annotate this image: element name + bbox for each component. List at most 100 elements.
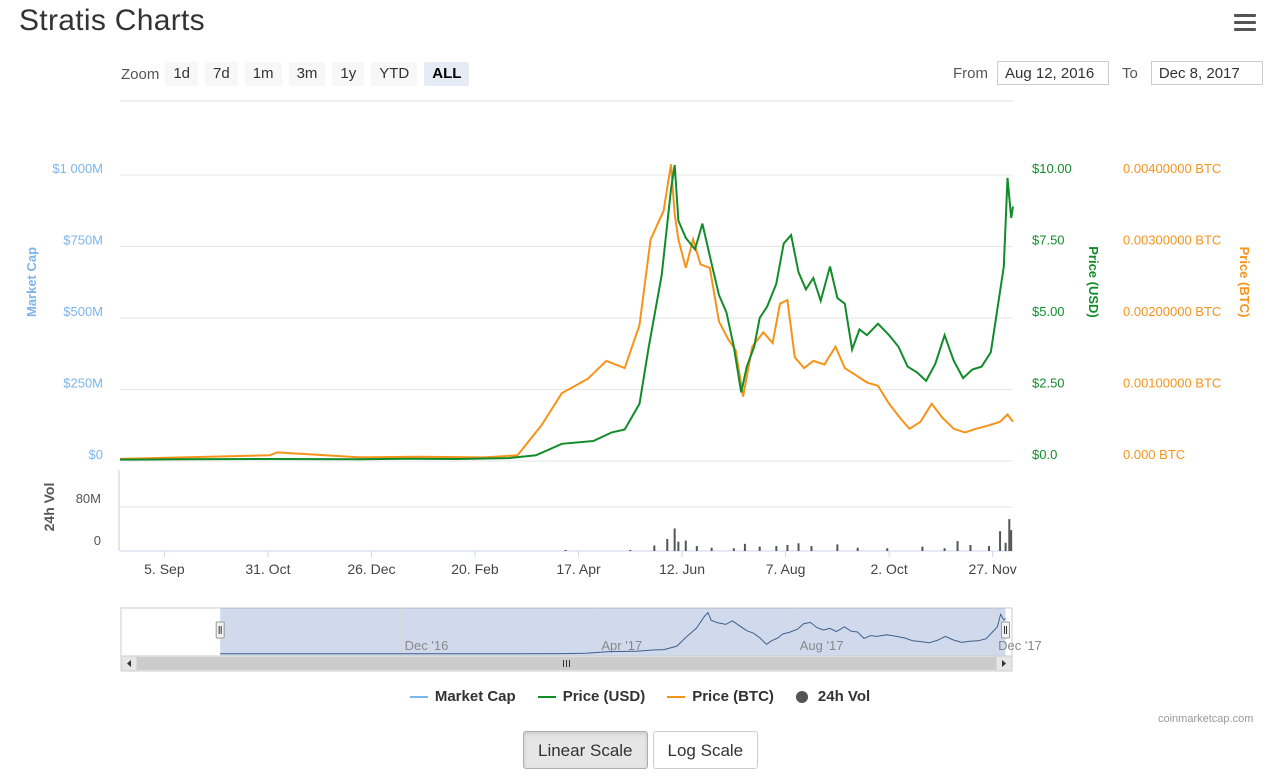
price_btc-tick-label: 0.00300000 BTC bbox=[1123, 233, 1221, 248]
volume-bar bbox=[695, 546, 698, 551]
x-axis-ticks: 5. Sep 31. Oct 26. Dec 20. Feb 17. Apr 12. Ju… bbox=[144, 551, 1017, 577]
volume-bar bbox=[629, 549, 632, 551]
credit-link[interactable]: coinmarketcap.com bbox=[1158, 713, 1254, 725]
legend-price-btc[interactable]: Price (BTC) bbox=[667, 688, 774, 705]
volume-bar bbox=[732, 548, 735, 551]
volume-bar bbox=[786, 544, 789, 551]
price_usd-tick-label: $5.00 bbox=[1032, 304, 1065, 319]
zoom-ytd-button[interactable]: YTD bbox=[371, 62, 418, 86]
x-tick-label: 12. Jun bbox=[659, 561, 705, 577]
navigator-label: Apr '17 bbox=[601, 638, 642, 653]
from-date-input[interactable]: Aug 12, 2016 bbox=[997, 61, 1109, 85]
volume-bar bbox=[1010, 530, 1013, 551]
hamburger-menu-icon[interactable] bbox=[1234, 14, 1256, 32]
volume-bar bbox=[956, 541, 959, 551]
volume-bar bbox=[1008, 519, 1011, 551]
navigator-selection bbox=[220, 608, 1006, 656]
volume-tick-label: 0 bbox=[94, 533, 101, 548]
volume-bar bbox=[666, 538, 669, 551]
legend: Market Cap Price (USD) Price (BTC) 24h V… bbox=[0, 688, 1280, 705]
scale-toggle: Linear Scale Log Scale bbox=[523, 731, 759, 769]
x-tick-label: 17. Apr bbox=[556, 561, 601, 577]
market-cap-series-line bbox=[120, 164, 1008, 460]
log-scale-button[interactable]: Log Scale bbox=[652, 731, 759, 769]
to-date-input[interactable]: Dec 8, 2017 bbox=[1150, 61, 1263, 85]
scroll-left-arrow-icon bbox=[127, 660, 131, 667]
price_usd-tick-label: $0.0 bbox=[1032, 447, 1057, 462]
market-cap-axis: $0 $250M $500M $750M $1 000M bbox=[52, 161, 103, 462]
zoom-1y-button[interactable]: 1y bbox=[332, 62, 365, 86]
volume-bar bbox=[810, 546, 813, 551]
price_btc-tick-label: 0.00400000 BTC bbox=[1123, 161, 1221, 176]
x-tick-label: 5. Sep bbox=[144, 561, 185, 577]
volume-bar bbox=[564, 549, 567, 551]
price-usd-axis: $0.0 $2.50 $5.00 $7.50 $10.00 bbox=[1032, 161, 1072, 462]
zoom-1d-button[interactable]: 1d bbox=[165, 62, 199, 86]
market_cap-tick-label: $750M bbox=[63, 233, 103, 248]
legend-market-cap[interactable]: Market Cap bbox=[409, 688, 516, 705]
market_cap-tick-label: $1 000M bbox=[52, 161, 103, 176]
volume-bar bbox=[710, 547, 713, 551]
volume-bar bbox=[775, 546, 778, 551]
zoom-1m-button[interactable]: 1m bbox=[244, 62, 282, 86]
navigator-left-handle bbox=[215, 621, 225, 639]
x-tick-label: 20. Feb bbox=[451, 561, 499, 577]
navigator-right-handle bbox=[1000, 621, 1010, 639]
price-usd-axis-title: Price (USD) bbox=[1086, 246, 1101, 318]
navigator-label: Aug '17 bbox=[800, 638, 844, 653]
legend-volume-label: 24h Vol bbox=[817, 688, 871, 705]
navigator-series-line bbox=[220, 611, 1006, 655]
zoom-bar: Zoom 1d 7d 1m 3m 1y YTD ALL bbox=[121, 61, 476, 87]
zoom-3m-button[interactable]: 3m bbox=[288, 62, 326, 86]
volume-bar bbox=[684, 540, 687, 551]
scroll-right-arrow-icon bbox=[1002, 660, 1006, 667]
x-tick-label: 26. Dec bbox=[347, 561, 395, 577]
volume-bar bbox=[921, 546, 924, 551]
x-tick-label: 31. Oct bbox=[245, 561, 290, 577]
market_cap-tick-label: $250M bbox=[63, 376, 103, 391]
price_usd-tick-label: $7.50 bbox=[1032, 233, 1065, 248]
price-btc-axis: 0.000 BTC 0.00100000 BTC 0.00200000 BTC 0.0… bbox=[1123, 161, 1221, 462]
volume-axis: 0 80M bbox=[76, 491, 101, 548]
volume-bar bbox=[856, 547, 859, 551]
volume-bar bbox=[743, 543, 746, 551]
volume-bars bbox=[564, 519, 1013, 551]
navigator[interactable]: Dec '16 Apr '17 Aug '17 Dec '17 bbox=[120, 607, 1042, 672]
legend-price-usd-label: Price (USD) bbox=[562, 688, 646, 705]
price-btc-series-line bbox=[119, 164, 1014, 460]
volume-bar bbox=[677, 541, 680, 551]
volume-tick-label: 80M bbox=[76, 491, 101, 506]
series-layer bbox=[119, 164, 1014, 461]
legend-volume[interactable]: 24h Vol bbox=[795, 688, 871, 705]
x-tick-label: 7. Aug bbox=[766, 561, 806, 577]
price_btc-tick-label: 0.00100000 BTC bbox=[1123, 376, 1221, 391]
price-usd-series-line bbox=[119, 164, 1014, 461]
navigator-frame bbox=[120, 607, 1013, 657]
x-tick-label: 2. Oct bbox=[870, 561, 907, 577]
legend-market-cap-label: Market Cap bbox=[434, 688, 516, 705]
volume-bar bbox=[999, 531, 1002, 551]
price_btc-tick-label: 0.00200000 BTC bbox=[1123, 304, 1221, 319]
price-btc-axis-title: Price (BTC) bbox=[1237, 247, 1252, 318]
market_cap-tick-label: $0 bbox=[89, 447, 103, 462]
market-cap-axis-title: Market Cap bbox=[24, 247, 39, 317]
legend-price-usd[interactable]: Price (USD) bbox=[537, 688, 646, 705]
volume-bar bbox=[969, 544, 972, 551]
volume-bar bbox=[886, 548, 889, 551]
linear-scale-button[interactable]: Linear Scale bbox=[523, 731, 648, 769]
volume-bar bbox=[653, 545, 656, 551]
navigator-label: Dec '17 bbox=[998, 638, 1042, 653]
x-tick-label: 27. Nov bbox=[969, 561, 1017, 577]
volume-bar bbox=[987, 546, 990, 551]
volume-bar bbox=[943, 548, 946, 551]
volume-bar bbox=[673, 528, 676, 551]
page-title: Stratis Charts bbox=[19, 4, 205, 37]
zoom-all-button[interactable]: ALL bbox=[424, 62, 470, 86]
price_btc-tick-label: 0.000 BTC bbox=[1123, 447, 1185, 462]
zoom-7d-button[interactable]: 7d bbox=[205, 62, 238, 86]
volume-bar bbox=[836, 544, 839, 551]
from-label: From bbox=[953, 64, 988, 82]
volume-bar bbox=[797, 543, 800, 551]
price_usd-tick-label: $2.50 bbox=[1032, 376, 1065, 391]
